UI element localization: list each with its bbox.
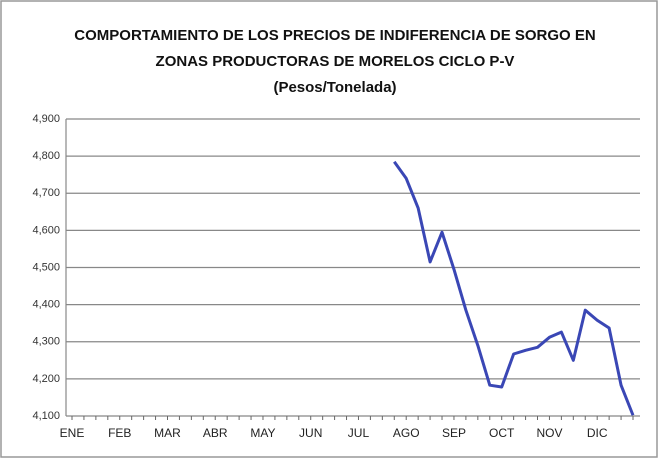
x-tick-label: AGO — [393, 426, 420, 440]
y-tick-label: 4,600 — [32, 224, 60, 236]
x-tick-label: SEP — [442, 426, 466, 440]
y-tick-label: 4,700 — [32, 187, 60, 199]
y-tick-label: 4,200 — [32, 373, 60, 385]
data-line — [393, 160, 635, 416]
y-tick-label: 4,900 — [32, 113, 60, 125]
x-tick-label: NOV — [536, 426, 562, 440]
chart-title: ZONAS PRODUCTORAS DE MORELOS CICLO P-V — [156, 53, 515, 70]
y-tick-label: 4,100 — [32, 410, 60, 422]
x-tick-label: JUN — [299, 426, 322, 440]
chart-title: COMPORTAMIENTO DE LOS PRECIOS DE INDIFER… — [74, 27, 595, 44]
x-tick-label: JUL — [348, 426, 370, 440]
chart-subtitle: (Pesos/Tonelada) — [273, 79, 396, 96]
x-tick-label: ENE — [60, 426, 85, 440]
x-tick-label: ABR — [203, 426, 228, 440]
x-tick-label: MAY — [250, 426, 275, 440]
y-tick-label: 4,400 — [32, 299, 60, 311]
y-tick-label: 4,500 — [32, 261, 60, 273]
x-tick-label: FEB — [108, 426, 131, 440]
x-tick-label: MAR — [154, 426, 181, 440]
x-tick-label: DIC — [587, 426, 608, 440]
x-tick-label: OCT — [489, 426, 515, 440]
y-tick-label: 4,300 — [32, 336, 60, 348]
y-tick-label: 4,800 — [32, 150, 60, 162]
